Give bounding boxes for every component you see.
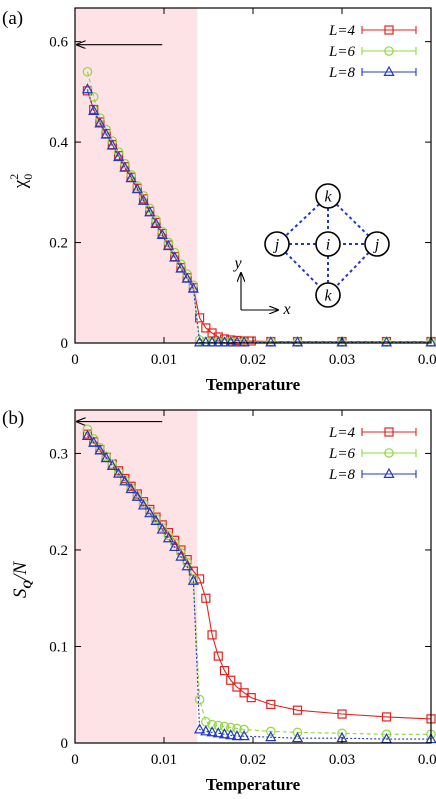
legend-label: L=8 xyxy=(328,65,355,81)
legend-item: L=8 xyxy=(328,467,416,483)
legend-item: L=4 xyxy=(328,425,416,441)
inset-node-k-top: k xyxy=(316,184,340,208)
y-tick-label: 0.2 xyxy=(49,543,68,559)
inset-y-label: y xyxy=(232,255,242,272)
x-tick-label: 0.03 xyxy=(329,752,355,768)
inset-node-k-bottom: k xyxy=(316,283,340,307)
y-tick-label: 0 xyxy=(61,336,69,352)
shaded-region xyxy=(75,8,197,343)
y-tick-label: 0 xyxy=(61,736,69,752)
panel-b: (b) 0 0.01 0.02 0.03 0.04 0 0.1 0.2 0.3 Temperat… xyxy=(2,408,436,794)
y-tick-label: 0.3 xyxy=(49,446,68,462)
inset-axes: y x xyxy=(232,255,290,318)
node-label: i xyxy=(326,237,330,254)
inset-node-j-right: j xyxy=(365,232,389,256)
legend-label: L=8 xyxy=(328,467,355,483)
legend-item: L=8 xyxy=(328,65,416,81)
x-tick-label: 0.02 xyxy=(240,352,266,368)
node-label: k xyxy=(324,189,332,206)
x-tick-label: 0.04 xyxy=(418,352,436,368)
node-label: j xyxy=(373,237,380,254)
legend-item: L=4 xyxy=(328,23,416,39)
inset-node-j-left: j xyxy=(265,232,289,256)
x-tick-label: 0.04 xyxy=(418,752,436,768)
y-axis-label: χ20 xyxy=(7,174,35,189)
node-label: j xyxy=(273,237,280,254)
inset-node-i-center: i xyxy=(316,232,340,256)
shaded-region xyxy=(75,410,197,743)
x-tick-label: 0.01 xyxy=(151,752,177,768)
node-label: k xyxy=(324,288,332,305)
panel-label: (a) xyxy=(2,8,23,29)
x-tick-label: 0.01 xyxy=(151,352,177,368)
x-tick-label: 0.02 xyxy=(240,752,266,768)
x-tick-label: 0 xyxy=(71,352,79,368)
x-tick-label: 0.03 xyxy=(329,352,355,368)
y-tick-label: 0.4 xyxy=(49,135,68,151)
inset-x-label: x xyxy=(282,301,290,318)
legend-label: L=4 xyxy=(328,23,355,39)
legend-item: L=6 xyxy=(328,44,416,60)
y-tick-label: 0.2 xyxy=(49,236,68,252)
legend-label: L=6 xyxy=(328,446,355,462)
legend: L=4 L=6 L=8 xyxy=(328,23,416,81)
panel-a: (a) 0 0.01 0.02 0.03 0.04 0 0.2 0.4 0.6 Temperat… xyxy=(2,8,436,394)
y-tick-label: 0.1 xyxy=(49,639,68,655)
lattice-inset: k j i j k y x xyxy=(232,184,389,318)
legend-label: L=6 xyxy=(328,44,355,60)
panel-label: (b) xyxy=(2,408,24,429)
y-axis-label: SQ/N xyxy=(10,561,34,598)
y-tick-label: 0.6 xyxy=(49,35,68,51)
legend-item: L=6 xyxy=(328,446,416,462)
legend-label: L=4 xyxy=(328,425,355,441)
legend-marker xyxy=(384,469,393,477)
legend-marker xyxy=(384,67,393,75)
x-tick-label: 0 xyxy=(71,752,79,768)
x-axis-label: Temperature xyxy=(206,775,301,794)
x-axis-label: Temperature xyxy=(206,375,301,394)
legend: L=4 L=6 L=8 xyxy=(328,425,416,483)
